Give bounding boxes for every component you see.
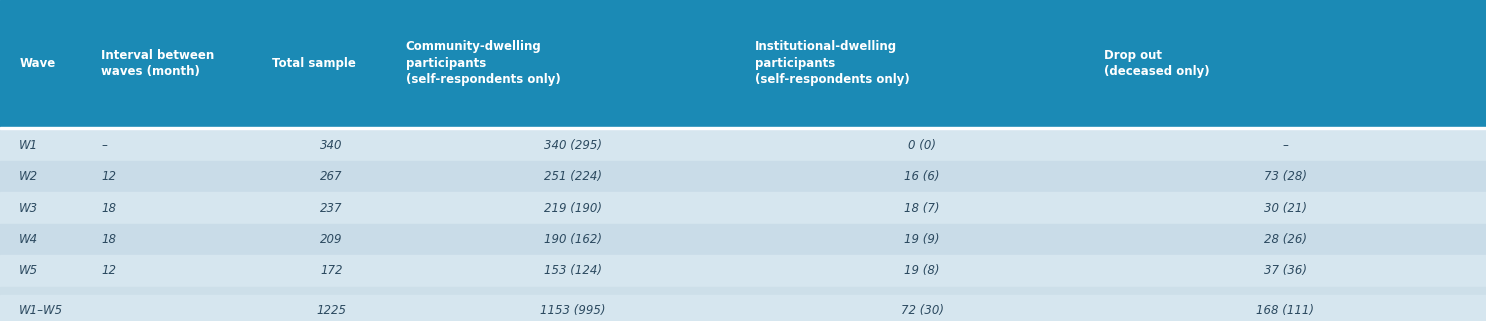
Text: Total sample: Total sample [272,57,355,70]
Text: 267: 267 [319,170,343,183]
Bar [0,161,1486,192]
Bar [0,129,1486,161]
Text: 1225: 1225 [317,304,346,317]
Text: 219 (190): 219 (190) [544,202,602,214]
Text: 0 (0): 0 (0) [908,139,936,152]
Bar [0,287,1486,295]
Text: –: – [1282,139,1288,152]
Text: 37 (36): 37 (36) [1265,265,1306,277]
Text: 72 (30): 72 (30) [901,304,944,317]
Text: W5: W5 [19,265,39,277]
Text: Drop out
(deceased only): Drop out (deceased only) [1104,49,1210,78]
Text: 73 (28): 73 (28) [1265,170,1306,183]
Bar [0,224,1486,255]
Text: W3: W3 [19,202,39,214]
Text: Interval between
waves (month): Interval between waves (month) [101,49,214,78]
Bar [0,127,1486,129]
Text: Institutional-dwelling
participants
(self-respondents only): Institutional-dwelling participants (sel… [755,40,909,86]
Text: 18: 18 [101,202,116,214]
Bar [0,295,1486,321]
Text: –: – [101,139,107,152]
Text: 18 (7): 18 (7) [905,202,939,214]
Bar [0,192,1486,224]
Text: W2: W2 [19,170,39,183]
Text: 12: 12 [101,265,116,277]
Text: 190 (162): 190 (162) [544,233,602,246]
Text: Community-dwelling
participants
(self-respondents only): Community-dwelling participants (self-re… [406,40,560,86]
Text: 19 (9): 19 (9) [905,233,939,246]
Text: 251 (224): 251 (224) [544,170,602,183]
Text: 209: 209 [319,233,343,246]
Bar [0,0,1486,127]
Text: 18: 18 [101,233,116,246]
Text: W4: W4 [19,233,39,246]
Text: 168 (111): 168 (111) [1256,304,1315,317]
Text: Wave: Wave [19,57,55,70]
Text: 1153 (995): 1153 (995) [539,304,606,317]
Text: 153 (124): 153 (124) [544,265,602,277]
Bar [0,255,1486,287]
Text: 12: 12 [101,170,116,183]
Text: 340 (295): 340 (295) [544,139,602,152]
Text: W1–W5: W1–W5 [19,304,64,317]
Text: W1: W1 [19,139,39,152]
Text: 340: 340 [319,139,343,152]
Text: 237: 237 [319,202,343,214]
Text: 16 (6): 16 (6) [905,170,939,183]
Text: 19 (8): 19 (8) [905,265,939,277]
Text: 28 (26): 28 (26) [1265,233,1306,246]
Text: 172: 172 [319,265,343,277]
Text: 30 (21): 30 (21) [1265,202,1306,214]
